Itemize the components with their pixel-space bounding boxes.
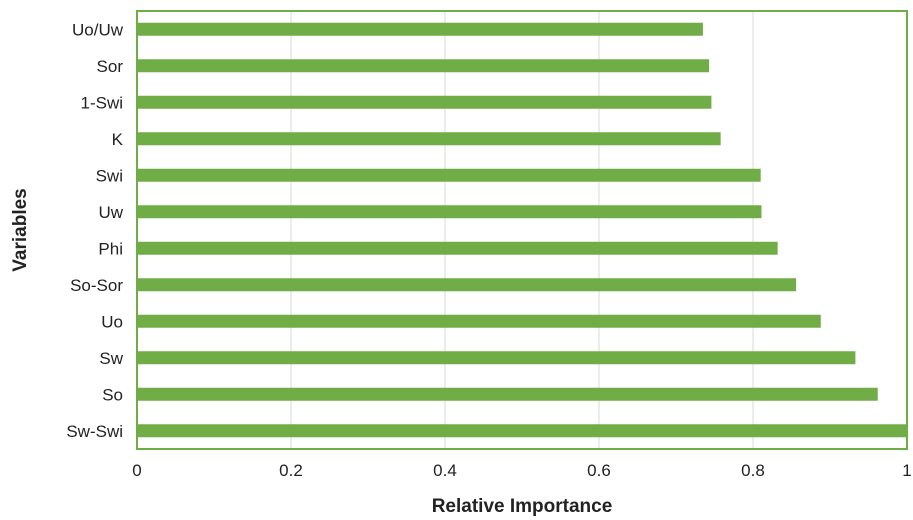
- y-tick-label: 1-Swi: [80, 93, 123, 112]
- x-tick-label: 0.6: [587, 461, 611, 480]
- y-axis-title: Variables: [10, 188, 31, 271]
- y-tick-label: Sw-Swi: [66, 422, 123, 441]
- bar: [137, 59, 710, 73]
- y-tick-label: K: [112, 130, 124, 149]
- bar: [137, 314, 821, 328]
- y-tick-label: Phi: [98, 239, 123, 258]
- y-tick-label: Sw: [99, 349, 123, 368]
- bar: [137, 132, 721, 146]
- y-tick-label: Uw: [98, 203, 123, 222]
- x-axis-title: Relative Importance: [432, 496, 613, 517]
- bar: [137, 424, 907, 438]
- x-tick-label: 1: [902, 461, 911, 480]
- bars: [137, 22, 907, 438]
- x-tick-label: 0.2: [279, 461, 303, 480]
- x-tick-label: 0: [132, 461, 141, 480]
- grid-lines: [290, 11, 754, 449]
- bar: [137, 22, 703, 36]
- bar: [137, 387, 878, 401]
- y-tick-label: So: [102, 385, 123, 404]
- bar: [137, 168, 761, 182]
- plot-frame: [136, 10, 908, 450]
- y-tick-label: Swi: [96, 166, 123, 185]
- bar: [137, 241, 778, 255]
- y-tick-labels: Uo/Uw Sor 1-Swi K Swi Uw Phi So-Sor Uo Sw So Sw-Swi: [66, 20, 123, 441]
- bar: [137, 95, 712, 109]
- bar: [137, 205, 762, 219]
- x-tick-label: 0.4: [433, 461, 457, 480]
- x-tick-labels: 0 0.2 0.4 0.6 0.8 1: [132, 461, 911, 480]
- y-tick-label: Sor: [97, 57, 124, 76]
- y-tick-label: Uo/Uw: [72, 20, 124, 39]
- bar: [137, 278, 797, 292]
- y-tick-label: Uo: [101, 312, 123, 331]
- y-tick-label: So-Sor: [70, 276, 123, 295]
- x-tick-label: 0.8: [741, 461, 765, 480]
- bar: [137, 351, 856, 365]
